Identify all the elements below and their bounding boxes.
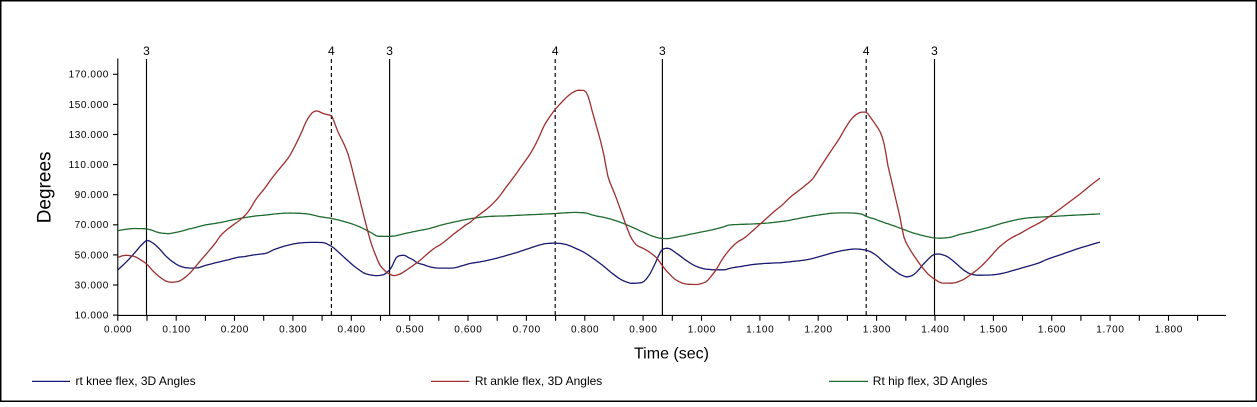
- svg-text:0.500: 0.500: [396, 325, 424, 336]
- svg-text:1.300: 1.300: [863, 325, 891, 336]
- svg-text:30.000: 30.000: [75, 280, 109, 291]
- svg-text:1.000: 1.000: [688, 325, 716, 336]
- svg-text:110.000: 110.000: [69, 160, 109, 171]
- svg-text:3: 3: [143, 44, 150, 58]
- svg-text:4: 4: [863, 44, 870, 58]
- svg-text:Degrees: Degrees: [35, 151, 56, 223]
- svg-text:3: 3: [931, 44, 938, 58]
- svg-text:50.000: 50.000: [75, 250, 109, 261]
- svg-text:0.700: 0.700: [513, 325, 541, 336]
- svg-text:3: 3: [659, 44, 666, 58]
- svg-text:0.000: 0.000: [104, 325, 132, 336]
- svg-text:1.200: 1.200: [804, 325, 832, 336]
- svg-text:rt knee flex, 3D Angles: rt knee flex, 3D Angles: [76, 374, 196, 388]
- svg-text:0.600: 0.600: [454, 325, 482, 336]
- svg-text:170.000: 170.000: [69, 70, 109, 81]
- svg-text:1.400: 1.400: [921, 325, 949, 336]
- svg-text:4: 4: [552, 44, 559, 58]
- svg-text:90.000: 90.000: [75, 190, 109, 201]
- svg-text:Rt hip flex, 3D Angles: Rt hip flex, 3D Angles: [873, 374, 988, 388]
- svg-text:4: 4: [328, 44, 335, 58]
- svg-text:10.000: 10.000: [75, 311, 109, 322]
- svg-text:150.000: 150.000: [69, 100, 109, 111]
- svg-text:0.200: 0.200: [221, 325, 249, 336]
- svg-text:Time (sec): Time (sec): [634, 346, 709, 363]
- svg-text:0.800: 0.800: [571, 325, 599, 336]
- svg-text:1.800: 1.800: [1155, 325, 1183, 336]
- svg-text:0.300: 0.300: [279, 325, 307, 336]
- svg-text:3: 3: [386, 44, 393, 58]
- svg-text:1.600: 1.600: [1038, 325, 1066, 336]
- svg-text:1.500: 1.500: [980, 325, 1008, 336]
- svg-text:0.900: 0.900: [629, 325, 657, 336]
- svg-text:130.000: 130.000: [69, 130, 109, 141]
- svg-text:1.700: 1.700: [1096, 325, 1124, 336]
- svg-text:1.100: 1.100: [746, 325, 774, 336]
- svg-text:70.000: 70.000: [75, 220, 109, 231]
- svg-text:0.400: 0.400: [338, 325, 366, 336]
- svg-text:0.100: 0.100: [162, 325, 190, 336]
- svg-text:Rt ankle flex, 3D Angles: Rt ankle flex, 3D Angles: [475, 374, 602, 388]
